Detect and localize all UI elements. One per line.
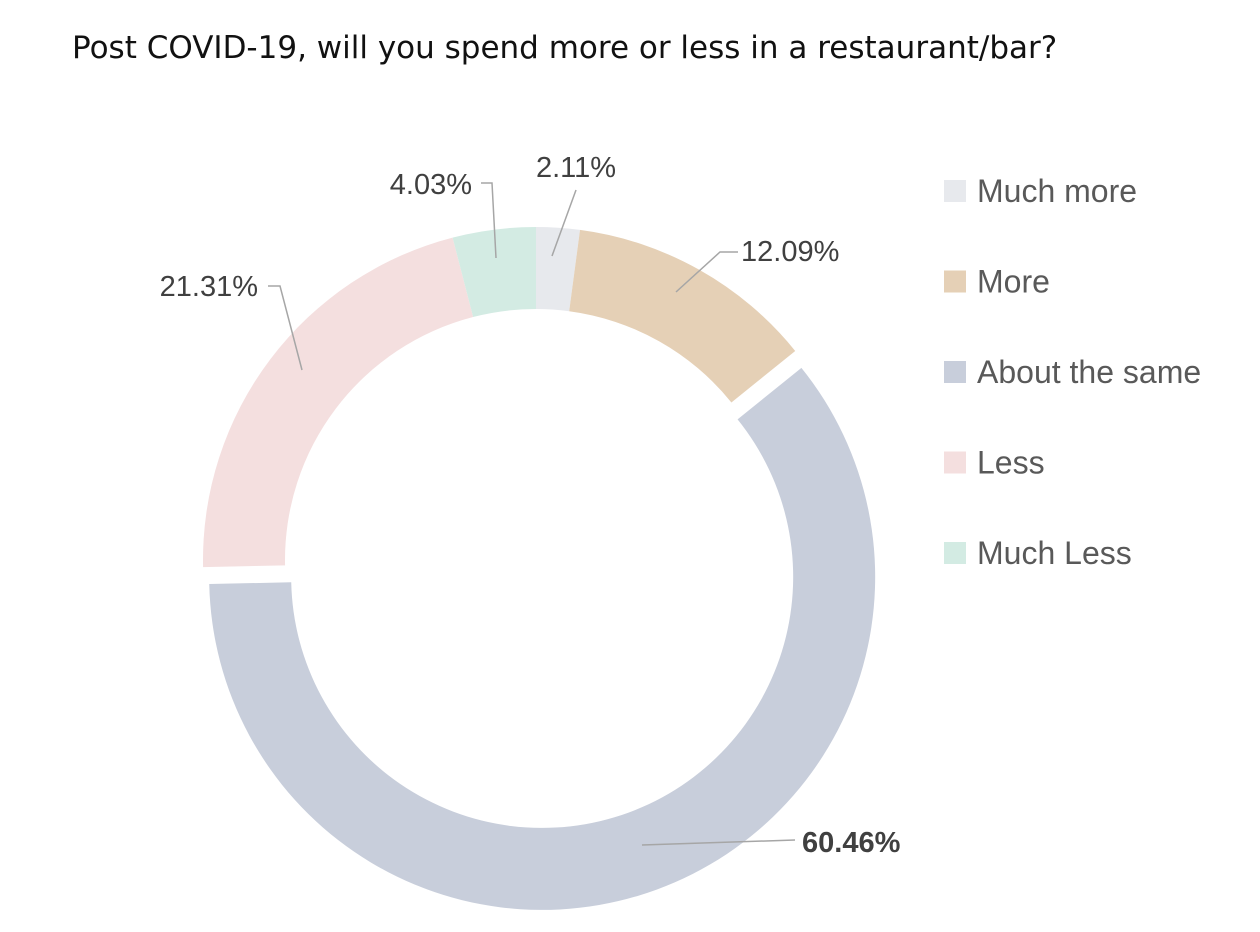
- data-label-less: 21.31%: [160, 271, 258, 303]
- slice-about-the-same: [209, 367, 876, 910]
- chart-title-text: Post COVID-19, will you spend more or le…: [72, 30, 1058, 66]
- legend-label-more: More: [977, 264, 1050, 300]
- leader-line-less: [268, 285, 303, 371]
- data-labels: 2.11% 12.09% 60.46% 21.31% 4.03%: [160, 152, 901, 859]
- legend-label-much-more: Much more: [977, 173, 1137, 209]
- legend-label-much-less: Much Less: [977, 535, 1132, 571]
- legend-item-much-more: Much more: [944, 173, 1137, 209]
- leader-line-much-more: [551, 189, 577, 257]
- data-label-much-more: 2.11%: [536, 152, 616, 184]
- data-label-about-the-same: 60.46%: [802, 827, 901, 859]
- leader-lines: [268, 182, 796, 846]
- slice-more: [569, 229, 796, 403]
- slice-less: [203, 237, 474, 568]
- legend-swatch-less: [944, 451, 966, 474]
- legend-swatch-about-the-same: [944, 361, 966, 383]
- slice-much-more: [536, 227, 581, 312]
- legend-item-much-less: Much Less: [944, 535, 1132, 571]
- donut-slices: [203, 227, 876, 910]
- legend-item-less: Less: [944, 445, 1045, 481]
- legend-item-about-the-same: About the same: [944, 354, 1201, 390]
- leader-line-more: [675, 251, 738, 293]
- legend-label-about-the-same: About the same: [977, 354, 1201, 390]
- leader-line-about-the-same: [641, 839, 796, 846]
- legend-swatch-much-less: [944, 542, 966, 564]
- legend: Much more More About the same Less Much Less: [944, 173, 1201, 571]
- leader-line-much-less: [481, 182, 497, 259]
- legend-swatch-much-more: [944, 180, 966, 202]
- legend-item-more: More: [944, 264, 1050, 300]
- data-label-more: 12.09%: [741, 236, 839, 268]
- chart-title: Post COVID-19, will you spend more or le…: [0, 30, 1260, 78]
- legend-swatch-more: [944, 270, 966, 293]
- legend-label-less: Less: [977, 445, 1045, 481]
- slice-much-less: [452, 227, 536, 318]
- data-label-much-less: 4.03%: [390, 169, 472, 201]
